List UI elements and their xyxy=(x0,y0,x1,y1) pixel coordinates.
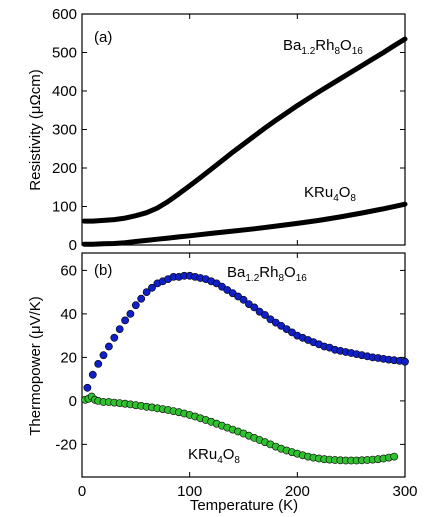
data-point xyxy=(239,295,248,304)
x-tick-label: 200 xyxy=(285,483,310,500)
x-tick-label: 0 xyxy=(78,483,86,500)
data-point xyxy=(88,370,97,379)
data-point xyxy=(110,333,119,342)
y-tick-label: 0 xyxy=(69,393,77,410)
data-point xyxy=(148,283,156,292)
y-tick-label: 600 xyxy=(52,6,77,23)
panel-thermopower: -20 0 20 40 60 0 100 200 300 (b) Thermopower (μV… xyxy=(27,252,418,514)
series-label-ba-b: Ba1.2Rh8O16 xyxy=(227,264,307,284)
data-point xyxy=(142,288,151,296)
panel-label-a: (a) xyxy=(94,29,112,46)
series-line xyxy=(81,36,408,224)
data-point xyxy=(250,303,259,312)
data-point xyxy=(115,325,124,333)
x-axis-label: Temperature (K) xyxy=(190,497,298,514)
y-tick-label: 0 xyxy=(69,237,77,254)
data-point xyxy=(94,359,103,368)
data-point xyxy=(390,452,399,461)
data-point xyxy=(126,309,135,318)
data-point xyxy=(401,357,409,366)
series-label-ba-a: Ba1.2Rh8O16 xyxy=(283,37,363,57)
data-point xyxy=(121,316,129,325)
data-point xyxy=(99,351,108,360)
y-tick-label: 300 xyxy=(52,122,77,139)
plot-frame-b xyxy=(81,252,406,478)
data-point xyxy=(83,383,92,392)
y-tick-label: 100 xyxy=(52,199,77,216)
series-label-kru-a: KRu4O8 xyxy=(304,184,356,204)
series-marks-a xyxy=(81,36,408,247)
y-tick-label: 20 xyxy=(60,349,77,366)
panel-resistivity: 0 100 200 300 400 500 600 (a) Resistivity (μΩc… xyxy=(27,6,408,254)
data-point xyxy=(137,294,146,303)
data-point xyxy=(261,311,269,319)
y-axis-label-a: Resistivity (μΩcm) xyxy=(27,69,44,191)
series-marks-b xyxy=(81,271,409,465)
data-point xyxy=(105,342,113,351)
x-tick-label: 100 xyxy=(177,483,202,500)
y-axis-a: 0 100 200 300 400 500 600 xyxy=(52,6,406,254)
y-tick-label: 200 xyxy=(52,160,77,177)
series-line xyxy=(81,201,408,247)
y-tick-label: -20 xyxy=(55,436,77,453)
axes-b: -20 0 20 40 60 0 100 200 300 xyxy=(55,253,418,500)
y-tick-label: 500 xyxy=(52,45,77,62)
y-tick-label: 400 xyxy=(52,83,77,100)
data-point xyxy=(131,301,140,310)
y-tick-label: 40 xyxy=(60,306,77,323)
panel-label-b: (b) xyxy=(94,262,112,279)
y-axis-label-b: Thermopower (μV/K) xyxy=(27,296,44,436)
series-label-kru-b: KRu4O8 xyxy=(188,446,240,466)
y-tick-label: 60 xyxy=(60,262,77,279)
x-tick-label: 300 xyxy=(392,483,417,500)
